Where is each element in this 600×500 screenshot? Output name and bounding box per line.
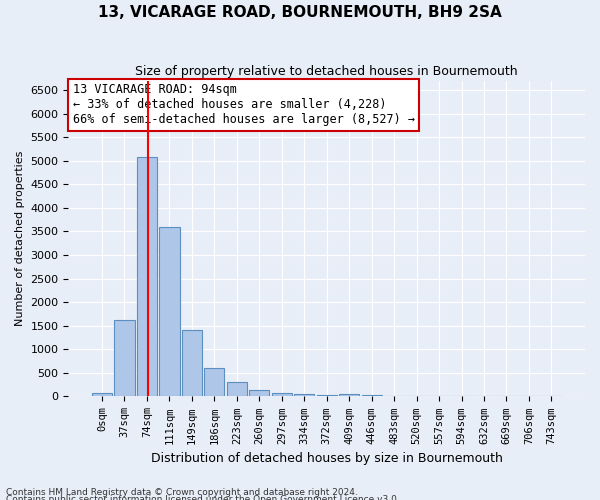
- Bar: [227, 382, 247, 396]
- Bar: [317, 394, 337, 396]
- Title: Size of property relative to detached houses in Bournemouth: Size of property relative to detached ho…: [136, 65, 518, 78]
- Bar: [92, 393, 112, 396]
- X-axis label: Distribution of detached houses by size in Bournemouth: Distribution of detached houses by size …: [151, 452, 503, 465]
- Y-axis label: Number of detached properties: Number of detached properties: [15, 151, 25, 326]
- Bar: [249, 390, 269, 396]
- Text: Contains HM Land Registry data © Crown copyright and database right 2024.: Contains HM Land Registry data © Crown c…: [6, 488, 358, 497]
- Text: 13 VICARAGE ROAD: 94sqm
← 33% of detached houses are smaller (4,228)
66% of semi: 13 VICARAGE ROAD: 94sqm ← 33% of detache…: [73, 84, 415, 126]
- Bar: [204, 368, 224, 396]
- Bar: [182, 330, 202, 396]
- Bar: [294, 394, 314, 396]
- Bar: [137, 157, 157, 396]
- Bar: [159, 226, 179, 396]
- Bar: [362, 395, 382, 396]
- Text: Contains public sector information licensed under the Open Government Licence v3: Contains public sector information licen…: [6, 496, 400, 500]
- Bar: [339, 394, 359, 396]
- Text: 13, VICARAGE ROAD, BOURNEMOUTH, BH9 2SA: 13, VICARAGE ROAD, BOURNEMOUTH, BH9 2SA: [98, 5, 502, 20]
- Bar: [115, 320, 134, 396]
- Bar: [272, 392, 292, 396]
